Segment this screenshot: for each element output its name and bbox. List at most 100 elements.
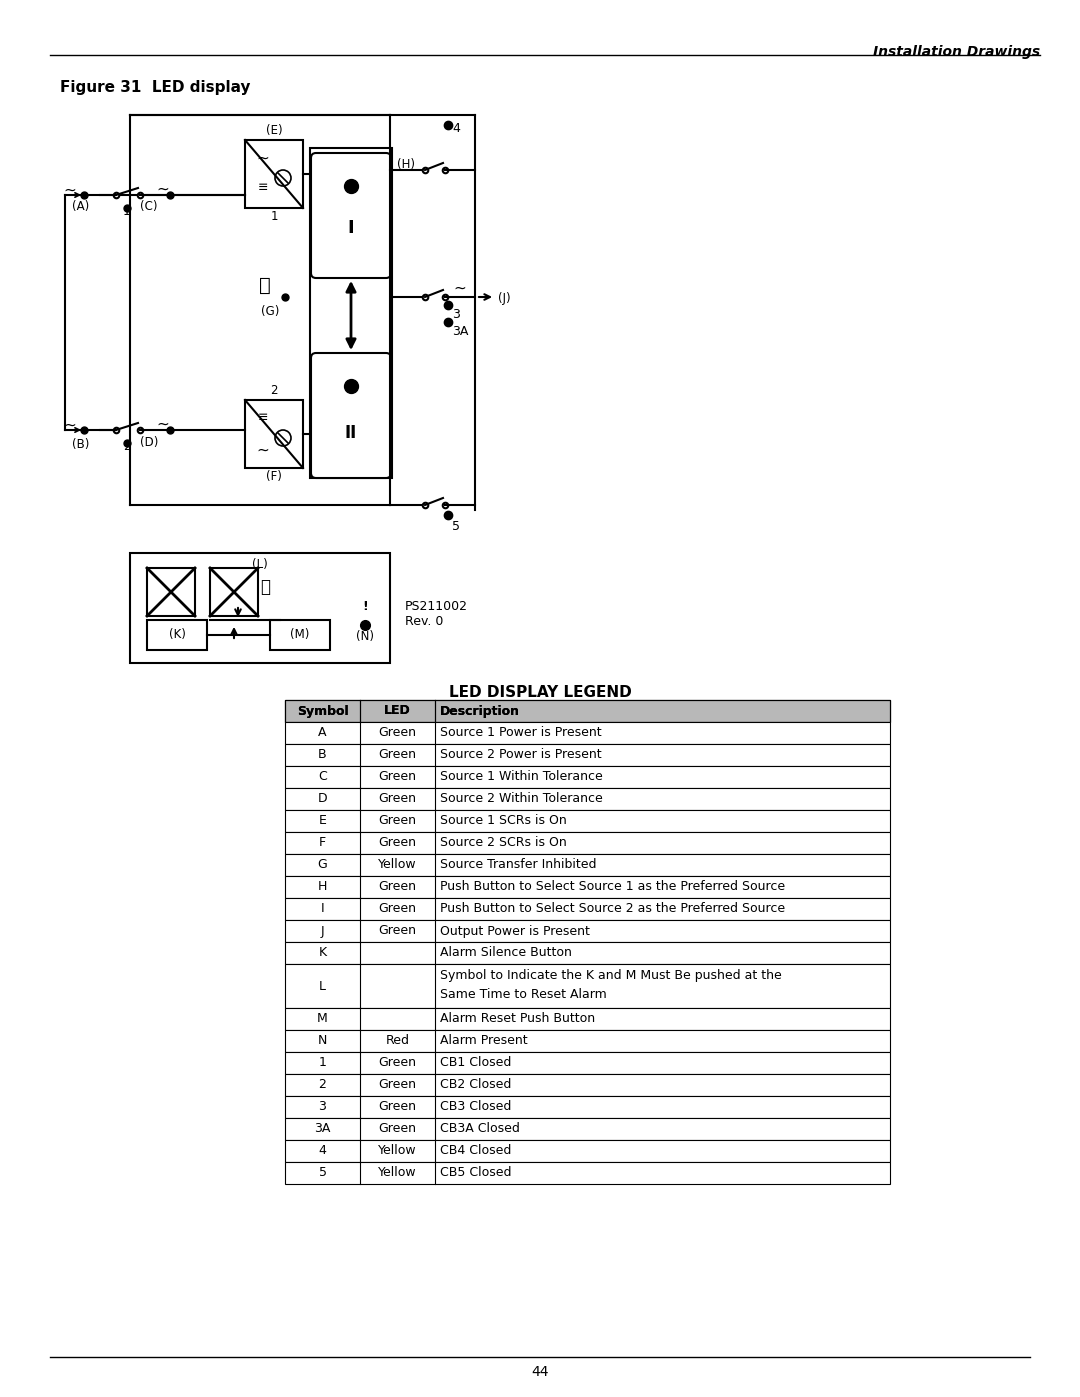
Text: Source 2 Power is Present: Source 2 Power is Present [440, 749, 602, 761]
Text: Source 1 SCRs is On: Source 1 SCRs is On [440, 814, 567, 827]
Bar [285, 876, 890, 898]
Text: A: A [319, 726, 327, 739]
Text: Alarm Present: Alarm Present [440, 1035, 528, 1048]
Text: Green: Green [378, 1078, 417, 1091]
Text: E: E [319, 814, 326, 827]
Bar [245, 140, 303, 208]
Text: II: II [345, 425, 357, 441]
Text: C: C [319, 771, 327, 784]
Text: Green: Green [378, 902, 417, 915]
Text: 5: 5 [453, 520, 460, 534]
Text: (D): (D) [140, 436, 159, 448]
Text: D: D [318, 792, 327, 806]
Bar [285, 1118, 890, 1140]
Bar [147, 620, 207, 650]
Text: J: J [321, 925, 324, 937]
Text: (K): (K) [168, 629, 186, 641]
Text: !: ! [362, 601, 368, 613]
Text: Source 1 Within Tolerance: Source 1 Within Tolerance [440, 771, 603, 784]
Text: Green: Green [378, 749, 417, 761]
Bar [285, 766, 890, 788]
Text: CB2 Closed: CB2 Closed [440, 1078, 511, 1091]
Text: 3: 3 [453, 307, 460, 321]
Text: CB3 Closed: CB3 Closed [440, 1101, 511, 1113]
Bar [285, 1009, 890, 1030]
Bar [285, 810, 890, 833]
Bar [285, 942, 890, 964]
Text: Symbol: Symbol [297, 704, 349, 718]
Text: Push Button to Select Source 2 as the Preferred Source: Push Button to Select Source 2 as the Pr… [440, 902, 785, 915]
Text: Source 1 Power is Present: Source 1 Power is Present [440, 726, 602, 739]
Text: ~: ~ [257, 151, 269, 165]
Text: ≡: ≡ [258, 412, 268, 425]
Bar [285, 700, 890, 722]
Text: ~: ~ [157, 416, 170, 432]
Bar [285, 700, 890, 722]
Bar [285, 833, 890, 854]
Text: Green: Green [378, 814, 417, 827]
Text: Green: Green [378, 792, 417, 806]
Text: 1: 1 [319, 1056, 326, 1070]
Text: (M): (M) [291, 629, 310, 641]
Bar [285, 854, 890, 876]
Bar [285, 788, 890, 810]
Text: Green: Green [378, 880, 417, 894]
Text: LED DISPLAY LEGEND: LED DISPLAY LEGEND [448, 685, 632, 700]
Text: Installation Drawings: Installation Drawings [873, 45, 1040, 59]
Text: 2: 2 [123, 440, 131, 453]
Text: Description: Description [440, 704, 519, 718]
Bar [210, 569, 258, 616]
Bar [285, 964, 890, 1009]
Text: Symbol: Symbol [297, 704, 349, 718]
Text: Yellow: Yellow [378, 1144, 417, 1158]
Text: LED: LED [384, 704, 410, 718]
Text: Green: Green [378, 726, 417, 739]
Text: 1: 1 [270, 210, 278, 224]
Text: Green: Green [378, 1123, 417, 1136]
Text: Source Transfer Inhibited: Source Transfer Inhibited [440, 859, 596, 872]
Text: ≡: ≡ [258, 182, 268, 194]
Text: I: I [321, 902, 324, 915]
Text: Alarm Reset Push Button: Alarm Reset Push Button [440, 1013, 595, 1025]
Text: Description: Description [440, 704, 519, 718]
Text: CB1 Closed: CB1 Closed [440, 1056, 511, 1070]
Text: CB3A Closed: CB3A Closed [440, 1123, 519, 1136]
Bar [285, 898, 890, 921]
Text: 5: 5 [319, 1166, 326, 1179]
Bar [285, 722, 890, 745]
FancyBboxPatch shape [311, 353, 391, 478]
Text: 4: 4 [319, 1144, 326, 1158]
Bar [285, 1162, 890, 1185]
Bar [270, 620, 330, 650]
Text: (B): (B) [72, 439, 90, 451]
Polygon shape [343, 777, 387, 814]
Text: Source 2 SCRs is On: Source 2 SCRs is On [440, 837, 567, 849]
Text: Yellow: Yellow [378, 1166, 417, 1179]
Bar [285, 1030, 890, 1052]
Text: (C): (C) [140, 200, 158, 212]
Text: L: L [319, 979, 326, 992]
Text: PS211002
Rev. 0: PS211002 Rev. 0 [405, 599, 468, 629]
Text: I: I [348, 219, 354, 237]
Text: G: G [318, 859, 327, 872]
Bar [147, 569, 195, 616]
Text: (G): (G) [260, 305, 280, 319]
FancyBboxPatch shape [311, 154, 391, 278]
Text: F: F [319, 837, 326, 849]
Text: M: M [318, 1013, 328, 1025]
Text: (H): (H) [397, 158, 415, 170]
Text: (N): (N) [356, 630, 374, 643]
Text: Figure 31  LED display: Figure 31 LED display [60, 80, 251, 95]
Text: ~: ~ [454, 281, 467, 296]
Bar [285, 1074, 890, 1097]
Bar [285, 1097, 890, 1118]
Text: Green: Green [378, 771, 417, 784]
Text: (F): (F) [266, 469, 282, 483]
Bar [285, 921, 890, 942]
Text: K: K [319, 947, 326, 960]
Text: Same Time to Reset Alarm: Same Time to Reset Alarm [440, 988, 607, 1002]
Text: Push Button to Select Source 1 as the Preferred Source: Push Button to Select Source 1 as the Pr… [440, 880, 785, 894]
Text: ~: ~ [257, 443, 269, 457]
Text: Green: Green [378, 1056, 417, 1070]
Text: Green: Green [378, 837, 417, 849]
